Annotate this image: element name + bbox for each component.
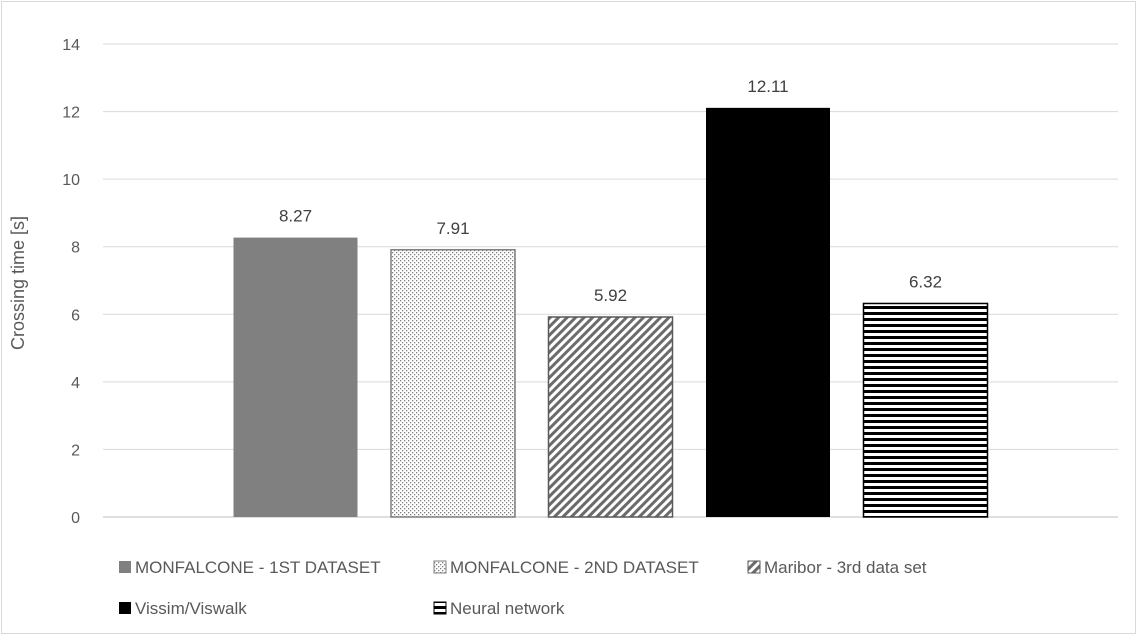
data-label: 8.27 [279, 207, 312, 226]
legend-label: Neural network [450, 599, 565, 618]
legend-swatch [433, 560, 447, 574]
bar [547, 316, 674, 518]
bar [233, 237, 358, 517]
legend-label: Maribor - 3rd data set [764, 558, 927, 577]
legend-swatch [119, 561, 131, 573]
bar [390, 249, 516, 518]
y-tick-label: 4 [71, 375, 80, 392]
legend-item: Vissim/Viswalk [119, 599, 247, 618]
y-axis-label: Crossing time [s] [8, 216, 28, 350]
y-tick-label: 10 [62, 172, 80, 189]
y-tick-label: 2 [71, 442, 80, 459]
legend-item: Maribor - 3rd data set [747, 558, 927, 577]
y-tick-label: 8 [71, 240, 80, 257]
y-tick-label: 12 [62, 105, 80, 122]
legend-swatch [433, 601, 447, 615]
data-label: 12.11 [747, 77, 788, 96]
legend-swatch [119, 602, 131, 614]
bar [706, 107, 830, 517]
data-label: 7.91 [436, 219, 469, 238]
bar [862, 302, 989, 518]
data-label: 5.92 [594, 286, 627, 305]
y-tick-label: 0 [71, 510, 80, 527]
legend-label: MONFALCONE - 2ND DATASET [450, 558, 699, 577]
y-tick-label: 6 [71, 307, 80, 324]
legend: MONFALCONE - 1ST DATASET MONFALCONE - 2ND… [119, 558, 927, 618]
y-axis-ticks: 0 2 4 6 8 10 12 14 [62, 37, 80, 527]
data-label: 6.32 [909, 272, 942, 291]
legend-swatch [747, 560, 761, 574]
data-labels: 8.27 7.91 5.92 12.11 6.32 [279, 77, 942, 305]
bars [233, 107, 989, 518]
legend-item: MONFALCONE - 2ND DATASET [433, 558, 699, 577]
legend-label: Vissim/Viswalk [135, 599, 247, 618]
y-tick-label: 14 [62, 37, 80, 54]
legend-item: MONFALCONE - 1ST DATASET [119, 558, 381, 577]
legend-item: Neural network [433, 599, 565, 618]
legend-label: MONFALCONE - 1ST DATASET [135, 558, 381, 577]
